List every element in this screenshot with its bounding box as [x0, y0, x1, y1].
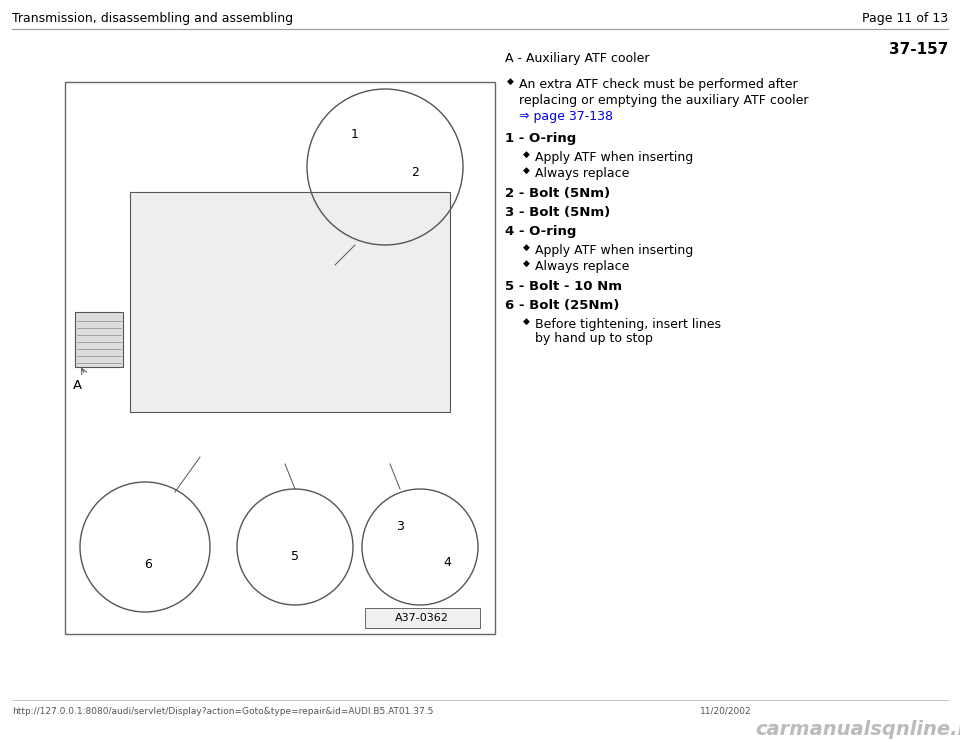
Text: 3: 3 — [396, 520, 404, 533]
Text: ◆: ◆ — [523, 259, 530, 268]
Text: Apply ATF when inserting: Apply ATF when inserting — [535, 151, 693, 164]
Text: Always replace: Always replace — [535, 260, 630, 273]
Text: ⇒ page 37-138: ⇒ page 37-138 — [519, 110, 613, 123]
Text: 6 - Bolt (25Nm): 6 - Bolt (25Nm) — [505, 299, 619, 312]
Bar — [65, 82, 495, 634]
Text: by hand up to stop: by hand up to stop — [535, 332, 653, 345]
Text: http://127.0.0.1:8080/audi/servlet/Display?action=Goto&type=repair&id=AUDI.B5.AT: http://127.0.0.1:8080/audi/servlet/Displ… — [12, 707, 433, 716]
Text: 6: 6 — [144, 557, 152, 571]
Text: Before tightening, insert lines: Before tightening, insert lines — [535, 318, 721, 331]
Text: A: A — [73, 379, 83, 392]
Text: A37-0362: A37-0362 — [396, 613, 449, 623]
Text: ◆: ◆ — [507, 77, 514, 86]
Text: 5: 5 — [291, 551, 299, 563]
Bar — [130, 192, 450, 412]
Text: ◆: ◆ — [523, 166, 530, 175]
Text: Apply ATF when inserting: Apply ATF when inserting — [535, 244, 693, 257]
Text: 37-157: 37-157 — [889, 42, 948, 57]
Text: 2 - Bolt (5Nm): 2 - Bolt (5Nm) — [505, 187, 611, 200]
Text: 4: 4 — [444, 556, 451, 568]
Text: ◆: ◆ — [523, 243, 530, 252]
Text: 4 - O-ring: 4 - O-ring — [505, 225, 576, 238]
Text: An extra ATF check must be performed after: An extra ATF check must be performed aft… — [519, 78, 798, 91]
Text: ◆: ◆ — [523, 150, 530, 159]
Text: Transmission, disassembling and assembling: Transmission, disassembling and assembli… — [12, 12, 293, 25]
Text: 2: 2 — [411, 165, 419, 179]
Text: 1 - O-ring: 1 - O-ring — [505, 132, 576, 145]
Text: A - Auxiliary ATF cooler: A - Auxiliary ATF cooler — [505, 52, 650, 65]
Text: 1: 1 — [351, 128, 359, 140]
Text: 11/20/2002: 11/20/2002 — [700, 707, 752, 716]
Text: Page 11 of 13: Page 11 of 13 — [862, 12, 948, 25]
Text: ◆: ◆ — [523, 317, 530, 326]
Bar — [75, 312, 123, 367]
Text: 5 - Bolt - 10 Nm: 5 - Bolt - 10 Nm — [505, 280, 622, 293]
Text: carmanualsqnline.info: carmanualsqnline.info — [755, 720, 960, 739]
Text: Always replace: Always replace — [535, 167, 630, 180]
Text: 3 - Bolt (5Nm): 3 - Bolt (5Nm) — [505, 206, 611, 219]
Bar — [365, 608, 480, 628]
Text: replacing or emptying the auxiliary ATF cooler: replacing or emptying the auxiliary ATF … — [519, 94, 808, 107]
